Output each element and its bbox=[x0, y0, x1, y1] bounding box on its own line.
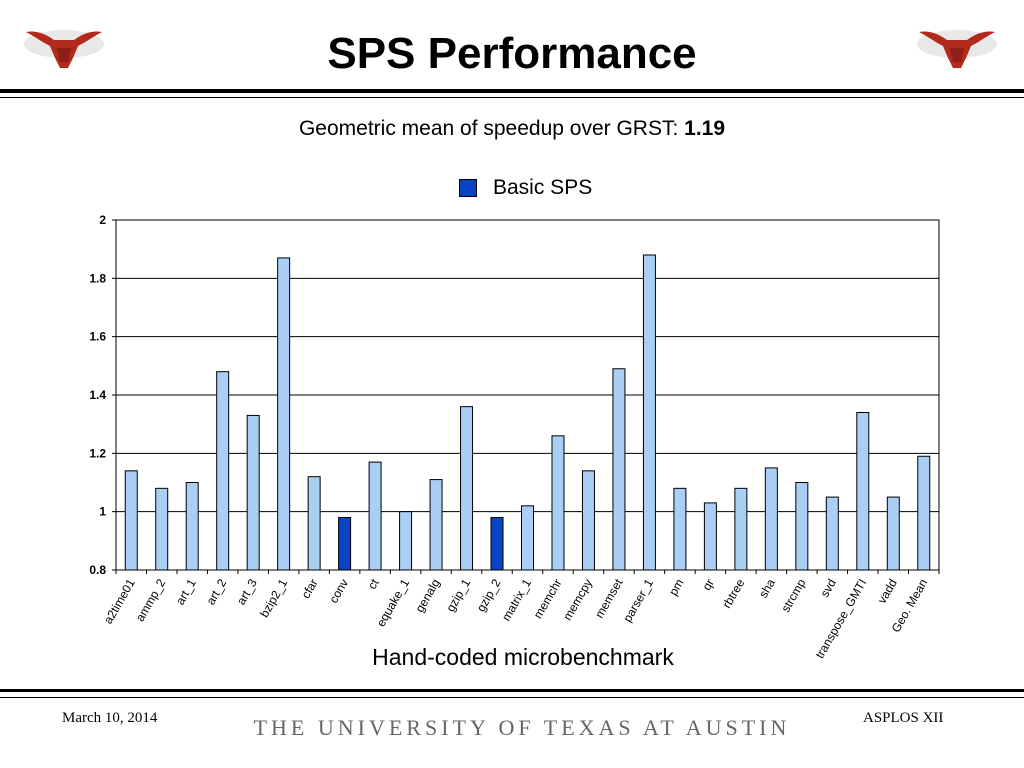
footer-divider bbox=[0, 689, 1024, 692]
bar bbox=[399, 511, 413, 571]
x-tick-label: gzip_2 bbox=[474, 576, 504, 614]
x-tick-label: vadd bbox=[875, 577, 900, 607]
subtitle-text: Geometric mean of speedup over GRST: bbox=[298, 117, 685, 140]
bar bbox=[825, 496, 839, 571]
x-tick-label: ct bbox=[365, 576, 382, 592]
x-axis-label: Hand-coded microbenchmark bbox=[372, 644, 674, 670]
x-tick-label: svd bbox=[817, 577, 838, 600]
footer-divider-thin bbox=[0, 697, 1024, 698]
x-tick-label: ammp_2 bbox=[133, 576, 169, 624]
bar bbox=[886, 496, 900, 571]
bar bbox=[764, 467, 778, 571]
y-tick-label: 1.2 bbox=[89, 446, 106, 460]
bar bbox=[917, 455, 931, 571]
x-tick-label: art_1 bbox=[173, 576, 199, 607]
y-tick-label: 0.8 bbox=[89, 563, 106, 577]
footer-university: THE UNIVERSITY OF TEXAS AT AUSTIN bbox=[253, 715, 791, 740]
x-tick-label: memset bbox=[592, 576, 626, 621]
chart-subtitle: Geometric mean of speedup over GRST: 1.1… bbox=[0, 117, 1024, 141]
bar bbox=[124, 470, 138, 571]
footer-date: March 10, 2014 bbox=[62, 710, 158, 726]
y-tick-label: 1.6 bbox=[89, 330, 106, 344]
header-divider bbox=[0, 89, 1024, 93]
legend-label: Basic SPS bbox=[493, 176, 593, 199]
x-tick-label: pm bbox=[666, 576, 686, 597]
header-divider-thin bbox=[0, 97, 1024, 98]
bar bbox=[673, 487, 687, 571]
bar bbox=[216, 371, 230, 571]
bar bbox=[429, 479, 443, 571]
bar bbox=[185, 482, 199, 571]
longhorn-logo-icon bbox=[24, 30, 104, 68]
bar bbox=[551, 435, 565, 571]
x-tick-label: a2time01 bbox=[101, 576, 138, 626]
bar bbox=[612, 368, 626, 571]
y-tick-label: 2 bbox=[99, 213, 106, 227]
bar bbox=[307, 476, 321, 571]
x-tick-label: genalg bbox=[413, 577, 443, 615]
footer-conference: ASPLOS XII bbox=[863, 710, 944, 726]
x-tick-label: rbtree bbox=[720, 576, 748, 610]
y-tick-label: 1.8 bbox=[89, 271, 106, 285]
bar bbox=[368, 461, 382, 571]
bar bbox=[581, 470, 595, 571]
bar bbox=[642, 254, 656, 571]
y-tick-label: 1.4 bbox=[89, 388, 106, 402]
legend-swatch bbox=[459, 179, 477, 197]
bar bbox=[246, 414, 260, 571]
x-tick-label: gzip_1 bbox=[443, 576, 473, 614]
x-tick-label: sha bbox=[756, 576, 778, 600]
x-tick-label: parser_1 bbox=[620, 576, 656, 624]
x-tick-label: conv bbox=[326, 577, 351, 606]
bar bbox=[795, 482, 809, 571]
x-tick-label: qr bbox=[700, 576, 717, 592]
x-tick-label: cfar bbox=[299, 577, 321, 601]
bar bbox=[460, 406, 474, 571]
x-tick-label: bzip2_1 bbox=[257, 576, 290, 620]
bar bbox=[521, 505, 534, 571]
longhorn-logo-icon bbox=[917, 30, 997, 68]
x-tick-label: memcpy bbox=[560, 577, 595, 623]
x-tick-label: art_3 bbox=[234, 576, 260, 607]
bar bbox=[734, 487, 748, 571]
bar bbox=[856, 412, 870, 571]
x-tick-label: art_2 bbox=[203, 576, 229, 607]
x-tick-label: memchr bbox=[531, 577, 565, 622]
bar bbox=[155, 487, 169, 571]
x-tick-label: matrix_1 bbox=[499, 576, 534, 623]
y-tick-label: 1 bbox=[99, 505, 106, 519]
bar bbox=[338, 517, 352, 571]
subtitle-value: 1.19 bbox=[684, 117, 726, 140]
slide-title: SPS Performance bbox=[327, 29, 697, 78]
x-tick-label: strcmp bbox=[778, 576, 808, 614]
bar bbox=[277, 257, 291, 571]
bar bbox=[703, 502, 717, 571]
bar bbox=[490, 517, 504, 571]
